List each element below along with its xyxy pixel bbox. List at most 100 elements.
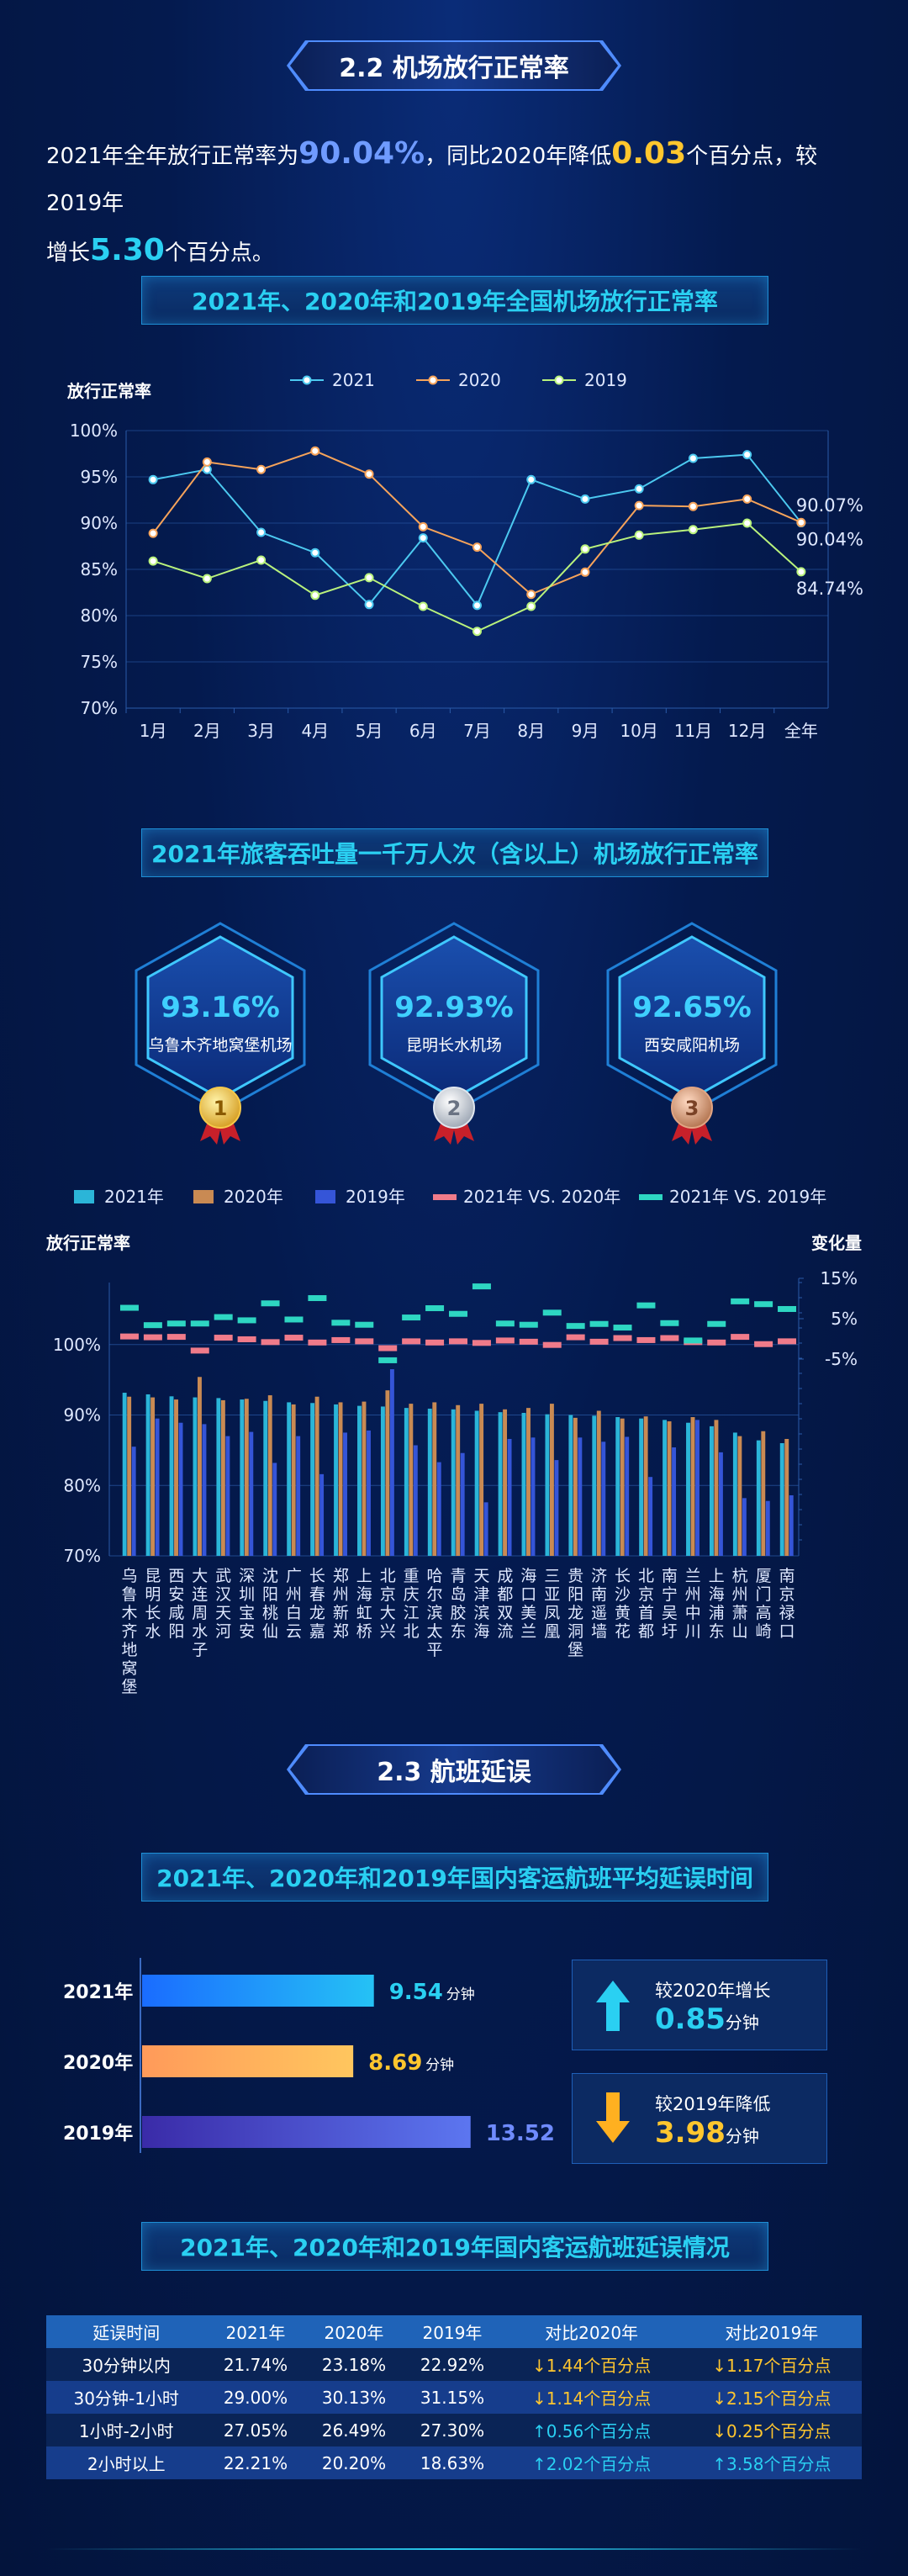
x-tick-label: 1月 [140, 721, 167, 741]
table-cell: ↓2.15个百分点 [681, 2381, 862, 2414]
bar-2020年 [737, 1436, 742, 1556]
x-label-char: 乌 [121, 1567, 137, 1585]
delay-card-2-unit: 分钟 [725, 2126, 759, 2146]
change-marker [237, 1317, 256, 1324]
x-label-char: 太 [427, 1622, 443, 1641]
x-label-char: 堡 [568, 1641, 583, 1659]
bar-2019年 [601, 1441, 606, 1556]
change-marker [261, 1300, 280, 1307]
x-label-char: 遥 [591, 1604, 607, 1622]
bar-2020年 [761, 1431, 766, 1556]
table-cell: 30分钟-1小时 [46, 2381, 207, 2414]
top1-rate: 93.16% [161, 991, 280, 1024]
col-header: 2021年 [206, 2315, 305, 2348]
x-label-char: 桃 [262, 1604, 278, 1622]
bar-2019年 [272, 1463, 277, 1556]
legend-label: 2020年 [224, 1187, 283, 1207]
data-point [688, 501, 698, 511]
bar-2021年 [263, 1400, 268, 1556]
data-point [634, 500, 644, 510]
x-label-char: 州 [685, 1585, 701, 1604]
change-marker [284, 1335, 304, 1341]
intro-paragraph: 2021年全年放行正常率为90.04%，同比2020年降低0.03个百分点，较2… [46, 130, 870, 277]
top1-name: 乌鲁木齐地窝堡机场 [148, 1036, 293, 1055]
change-marker [731, 1298, 750, 1304]
change-marker [331, 1320, 351, 1326]
y-tick-label: 100% [53, 1335, 101, 1355]
bar-2020年 [338, 1402, 343, 1556]
bar-2020年 [667, 1421, 672, 1556]
bar-2020年 [596, 1410, 601, 1556]
chart2-title: 2021年旅客吞吐量一千万人次（含以上）机场放行正常率 [151, 840, 758, 868]
medal-rank-3: 3 [685, 1097, 699, 1120]
x-label-char: 昆 [145, 1567, 161, 1585]
bar-2019年 [695, 1420, 699, 1556]
x-label-char: 圩 [662, 1622, 678, 1641]
bar-2021年 [615, 1417, 620, 1556]
change-marker [660, 1335, 679, 1341]
y-axis-title: 放行正常率 [45, 1233, 130, 1253]
change-marker [684, 1337, 703, 1344]
delay-table: 延误时间 2021年 2020年 2019年 对比2020年 对比2019年 3… [46, 2315, 862, 2479]
bar-2020年 [620, 1418, 625, 1556]
legend-label: 2021 [332, 370, 375, 390]
table-cell: 22.21% [206, 2446, 305, 2479]
x-label-char: 口 [779, 1622, 795, 1641]
chart3-title-box: 2021年、2020年和2019年国内客运航班平均延误时间 [141, 1853, 768, 1902]
x-tick-label: 9月 [572, 721, 599, 741]
change-marker [542, 1309, 562, 1316]
x-label-char: 宁 [662, 1585, 678, 1604]
series-line-2019 [152, 521, 802, 632]
y2-axis-title: 变化量 [811, 1233, 862, 1253]
bar-2020年 [220, 1399, 225, 1556]
change-marker [143, 1322, 162, 1329]
x-label-char: 重 [404, 1567, 420, 1585]
x-label-char: 圳 [239, 1585, 255, 1604]
table-cell: 29.00% [206, 2381, 305, 2414]
x-label-char: 安 [239, 1622, 255, 1641]
bar-2019年 [554, 1460, 559, 1556]
bar-2019年 [319, 1473, 325, 1556]
y2-tick-label: 15% [821, 1268, 858, 1288]
x-label-char: 津 [473, 1585, 489, 1604]
y-tick-label: 85% [81, 559, 118, 579]
x-label-char: 兰 [520, 1622, 536, 1641]
table-cell: 26.49% [304, 2414, 404, 2446]
x-label-char: 双 [497, 1604, 513, 1622]
change-marker [402, 1314, 421, 1321]
table-row: 2小时以上 22.21% 20.20% 18.63% ↑2.02个百分点 ↑3.… [46, 2446, 862, 2479]
delay-card-1-value: 0.85 [655, 2002, 726, 2036]
x-label-char: 胶 [450, 1604, 466, 1622]
intro-text-5: 个百分点。 [164, 241, 274, 266]
bar-2020年 [643, 1416, 648, 1556]
bar-2019年 [718, 1452, 723, 1556]
x-label-char: 长 [145, 1604, 161, 1622]
x-label-char: 嘉 [309, 1622, 325, 1641]
x-label-char: 春 [309, 1585, 325, 1604]
y-tick-label: 90% [64, 1405, 101, 1426]
section-2-3-title: 2.3 航班延误 [290, 1746, 618, 1793]
x-label-char: 沈 [262, 1567, 278, 1585]
change-marker [308, 1339, 327, 1346]
x-label-char: 庆 [404, 1585, 420, 1604]
intro-text-3: 个百分点，较2019年 [46, 144, 818, 216]
delay-card-vs2020: 较2020年增长 0.85分钟 [572, 1960, 827, 2050]
x-label-char: 鲁 [121, 1585, 137, 1604]
x-label-char: 南 [662, 1567, 678, 1585]
bar-2021年 [474, 1410, 479, 1556]
x-label-char: 杭 [732, 1567, 748, 1585]
x-label-char: 海 [520, 1567, 536, 1585]
change-marker [566, 1334, 585, 1341]
x-label-char: 阳 [262, 1585, 278, 1604]
bar-2021年 [145, 1394, 150, 1556]
table-cell: ↓1.44个百分点 [501, 2348, 682, 2381]
change-marker [472, 1283, 491, 1290]
bar-2020年 [150, 1397, 156, 1556]
x-tick-label: 11月 [674, 721, 712, 741]
bar-2021年 [357, 1405, 362, 1556]
data-point [742, 518, 752, 528]
delay-bar [142, 1975, 374, 2007]
legend-swatch [433, 1194, 457, 1200]
change-marker [190, 1320, 209, 1327]
x-label-char: 南 [779, 1567, 795, 1585]
